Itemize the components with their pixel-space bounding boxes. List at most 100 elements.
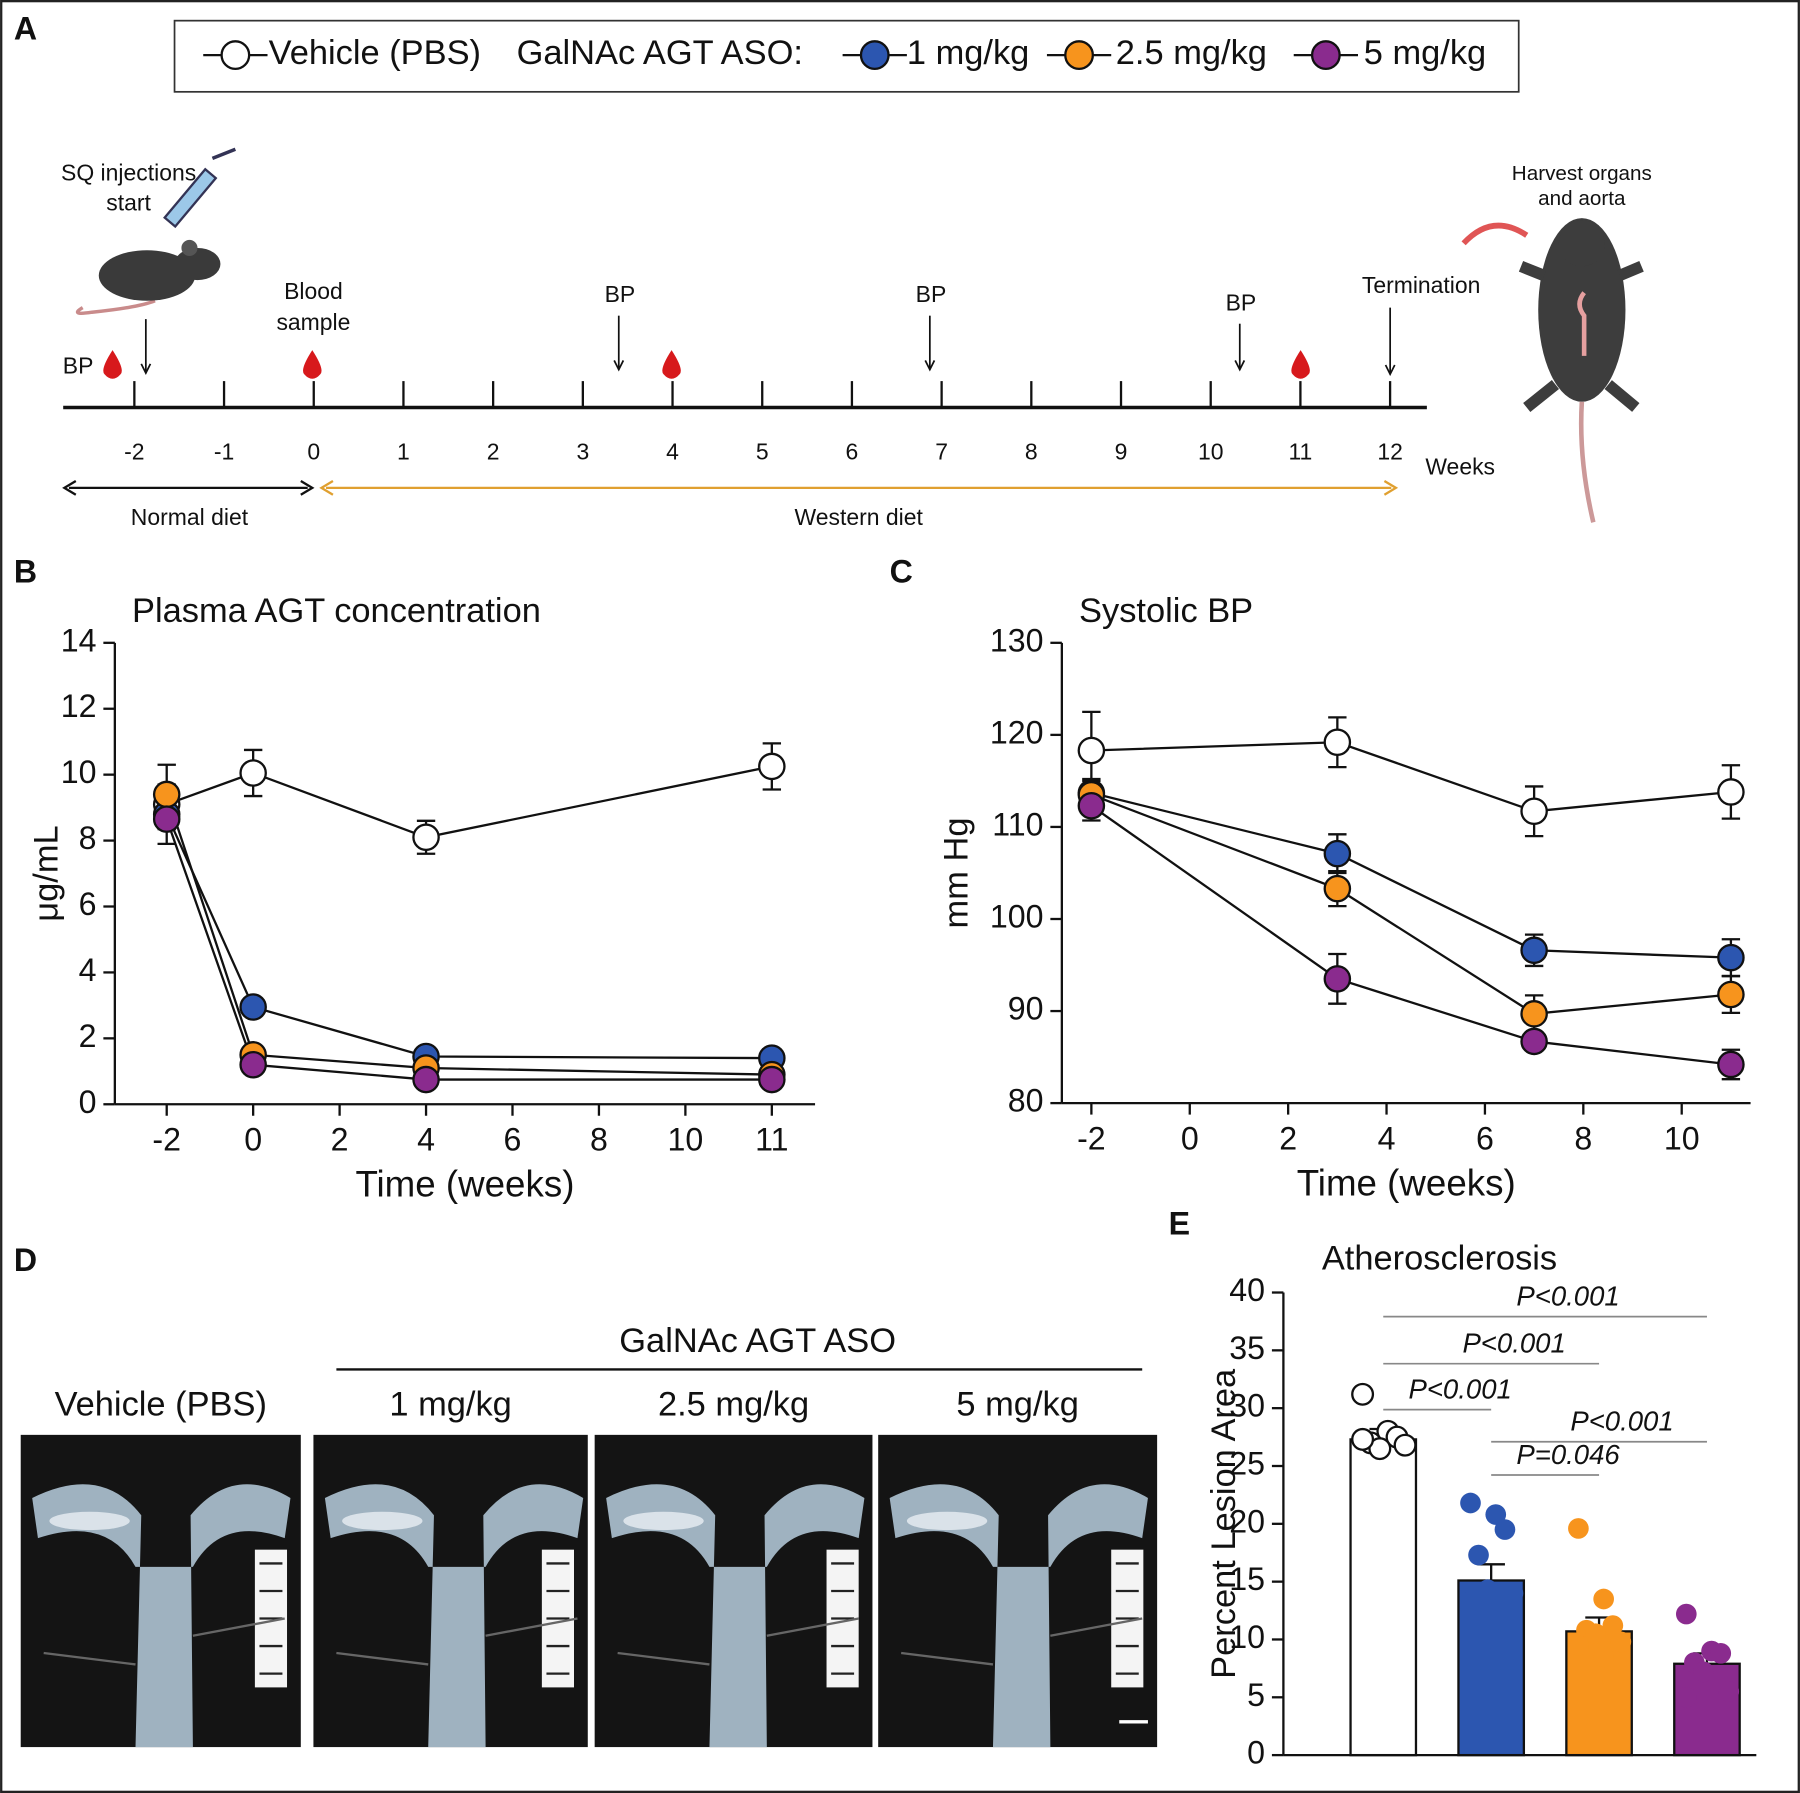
- series-line: [1091, 791, 1731, 959]
- y-tick-label: 100: [990, 898, 1044, 934]
- pin: [43, 1651, 136, 1666]
- timeline-tick-label: 10: [1198, 438, 1224, 464]
- blood-drop: [662, 350, 681, 379]
- legend-marker: [859, 40, 890, 71]
- data-point: [1568, 1634, 1589, 1656]
- data-point: [1593, 1646, 1614, 1668]
- y-tick-label: 2: [79, 1018, 97, 1054]
- blood-drop: [1291, 350, 1310, 379]
- data-point: [1593, 1588, 1614, 1610]
- data-point: [1675, 1603, 1697, 1625]
- aorta-photo: [878, 1434, 1158, 1748]
- timeline-tick-label: 9: [1115, 438, 1128, 464]
- timeline-tick-label: 0: [307, 438, 320, 464]
- timeline-tick-label: 1: [397, 438, 410, 464]
- diet-label: Normal diet: [131, 504, 249, 530]
- y-tick-label: 20: [1229, 1503, 1265, 1539]
- termination-label: Termination: [1362, 272, 1481, 298]
- x-tick-label: 10: [1664, 1120, 1700, 1156]
- blood-label: sample: [276, 309, 350, 335]
- significance-label: P=0.046: [1516, 1439, 1620, 1470]
- plaque: [342, 1511, 423, 1531]
- timeline-tick-label: -2: [124, 438, 144, 464]
- y-tick-label: 120: [990, 714, 1044, 750]
- data-point: [1477, 1579, 1499, 1601]
- data-point: [1710, 1643, 1732, 1664]
- x-tick-label: 10: [668, 1122, 704, 1158]
- mouse-illustration: [75, 147, 237, 315]
- timeline-tick-label: 7: [935, 438, 948, 464]
- timeline-tick-label: 2: [487, 438, 500, 464]
- photo-label: 5 mg/kg: [956, 1385, 1078, 1423]
- data-point: [758, 1065, 786, 1094]
- y-axis-label: μg/mL: [27, 825, 65, 921]
- timeline-tick-label: 11: [1288, 438, 1312, 464]
- y-tick-label: 90: [1008, 991, 1044, 1027]
- legend-label: 2.5 mg/kg: [1116, 34, 1267, 72]
- data-point: [412, 1065, 440, 1094]
- bp-label: BP: [916, 281, 947, 307]
- y-tick-label: 25: [1229, 1445, 1265, 1481]
- aorta: [889, 1484, 1148, 1748]
- chart-title: Systolic BP: [1079, 592, 1253, 630]
- arrow-head: [140, 363, 152, 375]
- arrow-head: [62, 479, 315, 496]
- plaque: [623, 1511, 704, 1531]
- y-axis-label: Percent Lesion Area: [1205, 1368, 1243, 1679]
- aorta: [606, 1484, 865, 1748]
- timeline-unit: Weeks: [1425, 453, 1495, 479]
- data-point: [1520, 797, 1548, 826]
- y-tick-label: 12: [61, 688, 97, 724]
- y-tick-label: 0: [79, 1084, 97, 1120]
- series-line: [1090, 804, 1732, 1066]
- blood-label: Blood: [284, 278, 343, 304]
- harvest-label: and aorta: [1538, 187, 1626, 210]
- legend-label: 1 mg/kg: [907, 34, 1029, 72]
- legend-label: 5 mg/kg: [1364, 34, 1486, 72]
- x-tick-label: -2: [152, 1122, 181, 1158]
- y-tick-label: 8: [79, 820, 97, 856]
- y-tick-label: 110: [992, 806, 1043, 842]
- y-axis-label: mm Hg: [938, 818, 976, 929]
- data-point: [1494, 1519, 1516, 1540]
- timeline-tick-label: 6: [846, 438, 859, 464]
- y-tick-label: 6: [79, 886, 97, 922]
- chart-title: Plasma AGT concentration: [132, 592, 541, 630]
- pin: [617, 1651, 710, 1666]
- timeline-tick-label: 3: [576, 438, 589, 464]
- significance-label: P<0.001: [1408, 1374, 1511, 1405]
- blood-drop: [103, 350, 122, 379]
- data-point: [1520, 936, 1548, 965]
- bp-label: BP: [63, 352, 94, 378]
- data-point: [1393, 1433, 1417, 1457]
- harvest-illustration: [1461, 218, 1644, 523]
- injection-label: start: [106, 189, 151, 215]
- data-point: [1717, 980, 1745, 1009]
- y-tick-label: 0: [1247, 1735, 1265, 1771]
- blood-drop: [303, 350, 322, 379]
- arrow-head: [613, 360, 625, 372]
- data-point: [1675, 1686, 1697, 1708]
- y-tick-label: 10: [61, 754, 97, 790]
- panel-label: A: [14, 10, 37, 46]
- data-point: [1485, 1504, 1507, 1525]
- x-tick-label: 6: [1476, 1120, 1494, 1156]
- x-tick-label: 11: [755, 1122, 788, 1158]
- x-tick-label: 0: [244, 1122, 262, 1158]
- photo-label: Vehicle (PBS): [55, 1385, 267, 1423]
- timeline-tick-label: 5: [756, 438, 769, 464]
- legend-group: GalNAc AGT ASO:: [517, 34, 803, 72]
- y-tick-label: 4: [79, 952, 97, 988]
- aorta-photo: [20, 1434, 301, 1748]
- aorta-photo: [594, 1434, 873, 1748]
- pin: [192, 1617, 285, 1637]
- x-tick-label: 2: [1279, 1120, 1297, 1156]
- data-point: [1351, 1382, 1375, 1406]
- diet-label: Western diet: [795, 504, 924, 530]
- panel-label: E: [1169, 1205, 1190, 1241]
- plaque: [906, 1511, 988, 1531]
- data-point: [1368, 1437, 1392, 1461]
- data-point: [1585, 1623, 1606, 1645]
- x-tick-label: 4: [1378, 1120, 1396, 1156]
